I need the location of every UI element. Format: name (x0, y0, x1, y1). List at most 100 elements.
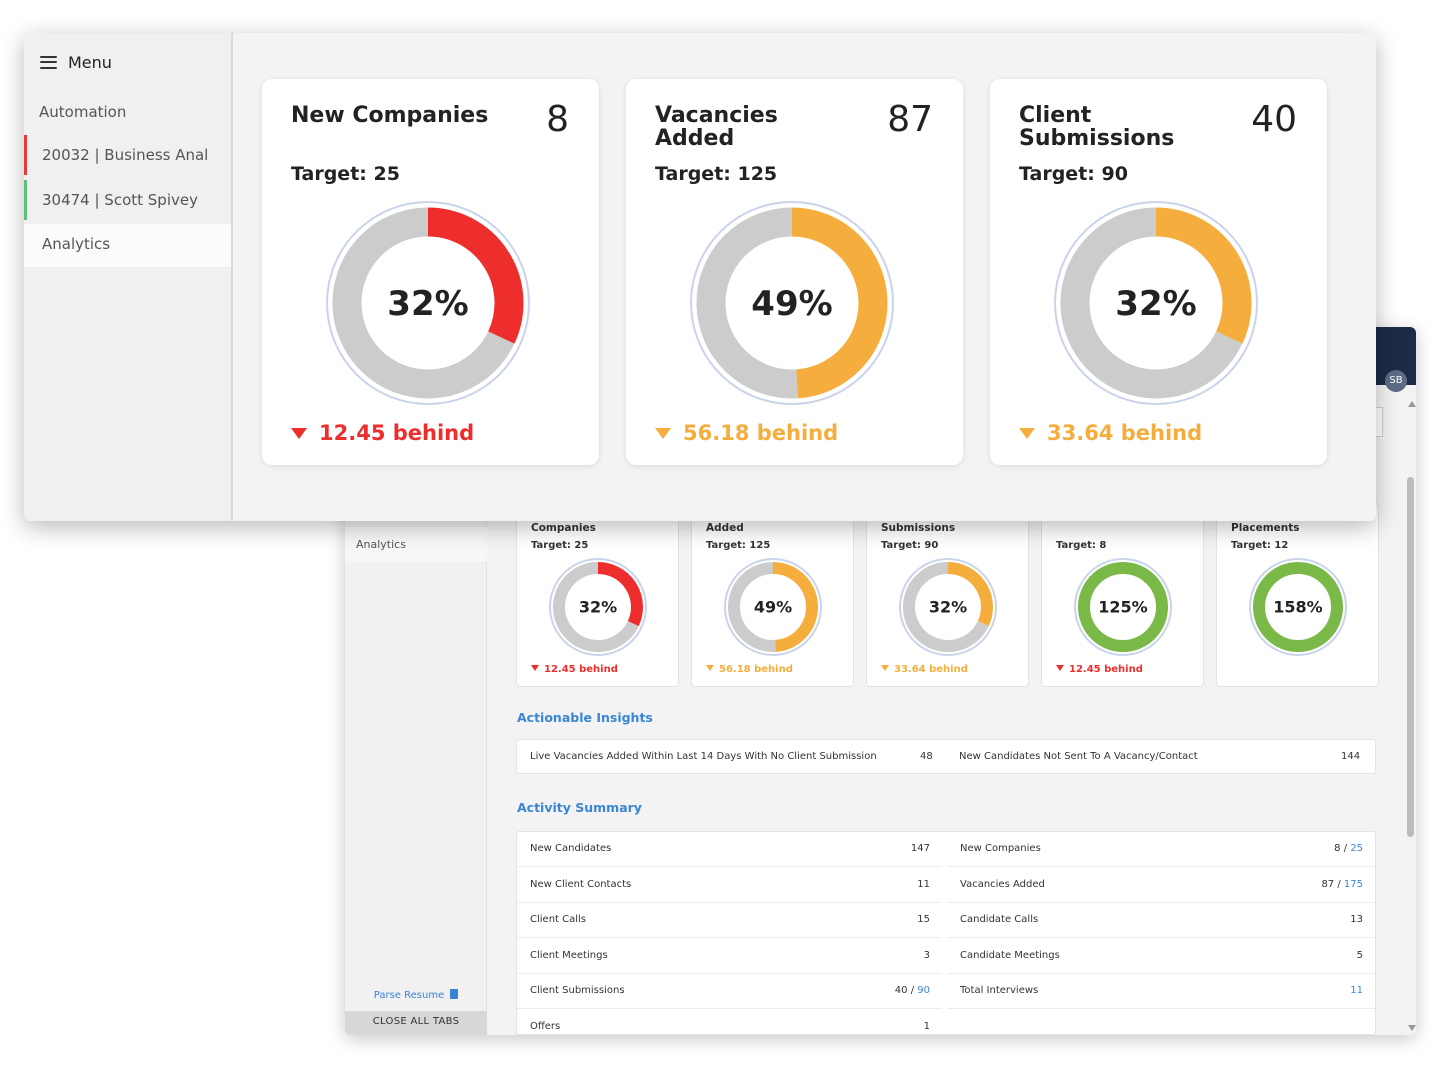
donut-remaining-arc (728, 562, 776, 652)
activity-row[interactable]: Candidate Calls 13 (947, 903, 1375, 938)
mini-behind-indicator: 33.64 behind (881, 664, 968, 675)
sidebar-item-label: Analytics (356, 538, 406, 551)
mini-donut-container: 158% (1248, 557, 1348, 657)
user-avatar[interactable]: SB (1385, 370, 1407, 392)
activity-row[interactable]: New Client Contacts 11 (517, 868, 942, 903)
sidebar-item-candidate-tab[interactable]: 30474 | Scott Spivey (24, 180, 231, 220)
mini-behind-indicator: 12.45 behind (531, 664, 618, 675)
activity-label: New Client Contacts (530, 878, 632, 890)
activity-label: Vacancies Added (960, 878, 1045, 890)
activity-label: New Companies (960, 843, 1041, 854)
mini-donut-container: 49% (723, 557, 823, 657)
mini-behind-indicator: 12.45 behind (1056, 664, 1143, 675)
progress-donut: 32% (899, 558, 997, 656)
sidebar-item-analytics[interactable]: Analytics (345, 527, 487, 561)
menu-toggle[interactable]: Menu (40, 50, 112, 74)
activity-target[interactable]: 90 (917, 985, 930, 996)
activity-row[interactable]: Client Submissions 40 / 90 (517, 974, 942, 1009)
activity-value: 5 (1357, 950, 1363, 961)
activity-label: Client Submissions (530, 985, 625, 996)
kpi-card-count: 8 (546, 99, 569, 140)
kpi-card-count: 87 (887, 99, 933, 140)
mini-kpi-title: Placements (1231, 522, 1300, 534)
activity-value: 87 / 175 (1321, 879, 1363, 890)
activity-row[interactable]: New Candidates 147 (517, 832, 942, 867)
kpi-donut-container: 49% (689, 200, 895, 406)
triangle-down-icon (706, 665, 714, 671)
activity-row[interactable]: Client Meetings 3 (517, 939, 942, 974)
insight-label[interactable]: New Candidates Not Sent To A Vacancy/Con… (959, 751, 1198, 762)
kpi-donut-container: 32% (1053, 200, 1259, 406)
donut-remaining-arc (553, 562, 639, 652)
activity-value: 3 (924, 950, 930, 961)
scrollbar-thumb[interactable] (1407, 477, 1414, 837)
insight-label[interactable]: Live Vacancies Added Within Last 14 Days… (530, 751, 877, 762)
kpi-card-target: Target: 90 (1019, 163, 1128, 185)
progress-donut: 49% (724, 558, 822, 656)
activity-value: 40 / 90 (895, 985, 930, 996)
actionable-insights-box: Live Vacancies Added Within Last 14 Days… (516, 739, 1376, 774)
mini-donut-container: 32% (548, 557, 648, 657)
activity-label: Candidate Meetings (960, 949, 1060, 961)
activity-row[interactable]: Candidate Meetings 5 (947, 939, 1375, 974)
kpi-card[interactable]: Client Submissions 40 Target: 90 32% 33.64 b… (990, 79, 1327, 465)
activity-target[interactable]: 11 (1350, 985, 1363, 996)
mini-donut-container: 125% (1073, 557, 1173, 657)
sidebar-item-automation[interactable]: Automation (24, 92, 231, 132)
kpi-card-count: 40 (1251, 99, 1297, 140)
triangle-down-icon (1056, 665, 1064, 671)
activity-row[interactable]: New Companies 8 / 25 (947, 832, 1375, 867)
activity-label: Candidate Calls (960, 914, 1039, 925)
activity-target[interactable]: 175 (1343, 878, 1363, 890)
activity-row[interactable]: Offers 1 (517, 1010, 942, 1036)
sidebar-item-analytics[interactable]: Analytics (24, 224, 231, 267)
mini-kpi-target: Target: 8 (1056, 540, 1107, 551)
scroll-up-arrow-icon[interactable] (1408, 401, 1416, 407)
activity-count: 87 (1321, 878, 1335, 890)
activity-count: 3 (923, 949, 930, 961)
activity-value: 15 (917, 914, 930, 925)
mini-behind-label: 33.64 behind (894, 664, 968, 675)
donut-percent-label: 158% (1273, 598, 1322, 617)
close-all-tabs-button[interactable]: CLOSE ALL TABS (345, 1011, 487, 1035)
activity-row[interactable]: Total Interviews 11 (947, 974, 1375, 1009)
sidebar-item-vacancy-tab[interactable]: 20032 | Business Anal (24, 135, 231, 175)
activity-label: Client Meetings (530, 949, 608, 961)
mini-behind-label: 56.18 behind (719, 664, 793, 675)
activity-value: 11 (917, 879, 930, 890)
activity-value: 11 (1350, 985, 1363, 996)
activity-label: Client Calls (530, 914, 587, 925)
kpi-behind-indicator: 33.64 behind (1019, 421, 1202, 445)
kpi-card[interactable]: New Companies 8 Target: 25 32% 12.45 behind (262, 79, 599, 465)
kpi-card-target: Target: 25 (291, 163, 400, 185)
activity-row[interactable]: Vacancies Added 87 / 175 (947, 868, 1375, 903)
progress-donut: 32% (1054, 201, 1258, 405)
kpi-card[interactable]: Vacancies Added 87 Target: 125 49% 56.18 beh… (626, 79, 963, 465)
actionable-insights-title: Actionable Insights (517, 710, 653, 725)
donut-progress-arc (1155, 207, 1252, 344)
activity-count: 5 (1356, 949, 1363, 961)
triangle-down-icon (291, 427, 307, 439)
donut-percent-label: 125% (1098, 598, 1147, 617)
activity-separator: / (1340, 843, 1351, 854)
donut-progress-arc (772, 562, 818, 652)
kpi-behind-label: 12.45 behind (319, 421, 475, 445)
activity-count: 8 (1334, 843, 1341, 854)
mini-behind-indicator: 56.18 behind (706, 664, 793, 675)
scroll-down-arrow-icon[interactable] (1408, 1025, 1416, 1031)
donut-progress-arc (597, 562, 643, 627)
parse-resume-link[interactable]: Parse Resume (345, 989, 487, 1001)
mini-behind-label: 12.45 behind (544, 664, 618, 675)
activity-target[interactable]: 25 (1350, 843, 1363, 854)
donut-remaining-arc (332, 207, 515, 399)
activity-row[interactable]: Client Calls 15 (517, 903, 942, 938)
progress-donut: 32% (326, 201, 530, 405)
mini-behind-label: 12.45 behind (1069, 664, 1143, 675)
activity-value: 147 (911, 843, 930, 854)
donut-progress-arc (947, 562, 993, 627)
